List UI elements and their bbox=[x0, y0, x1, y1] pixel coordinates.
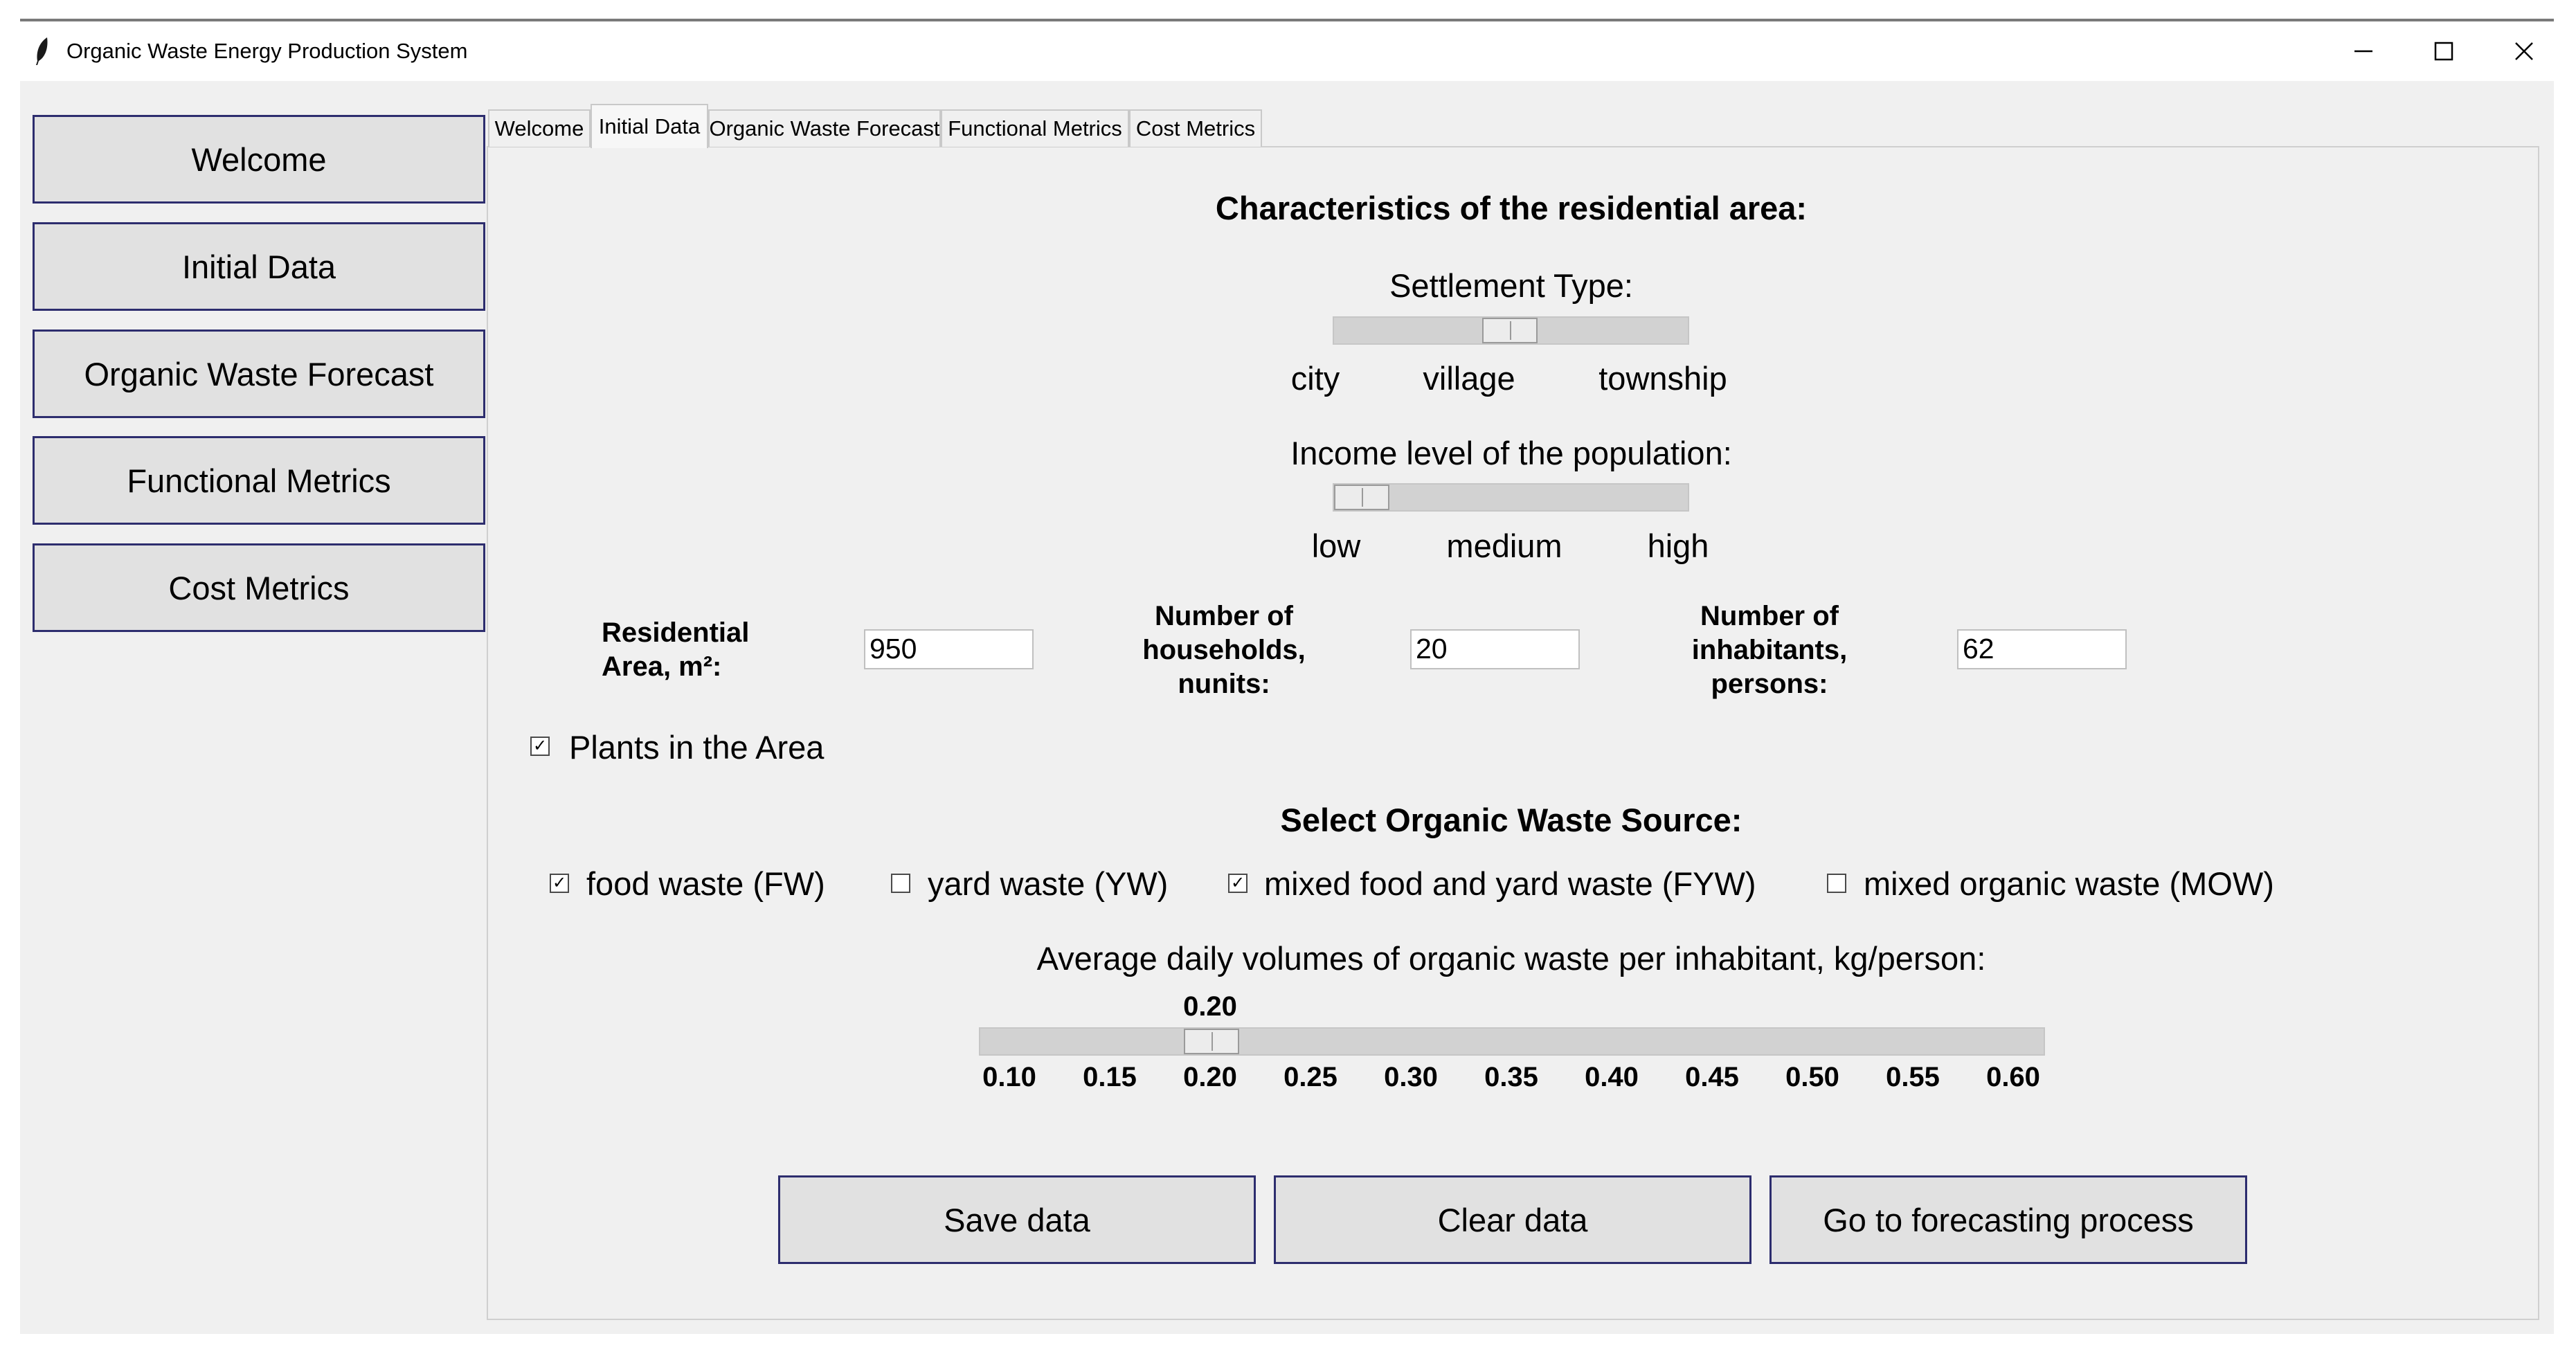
sidebar-item-functional-metrics[interactable]: Functional Metrics bbox=[33, 436, 485, 525]
daily-volume-tick-label: 0.35 bbox=[1484, 1062, 1538, 1092]
maximize-button[interactable] bbox=[2404, 21, 2484, 81]
daily-volume-tick-label: 0.40 bbox=[1585, 1062, 1639, 1092]
daily-volume-tick-label: 0.30 bbox=[1384, 1062, 1438, 1092]
daily-volume-tick-label: 0.45 bbox=[1685, 1062, 1739, 1092]
minimize-button[interactable] bbox=[2323, 21, 2404, 81]
daily-volume-tick-label: 0.50 bbox=[1785, 1062, 1839, 1092]
food-waste-label[interactable]: food waste (FW) bbox=[586, 865, 825, 902]
income-level-label: Income level of the population: bbox=[1290, 435, 1732, 471]
settlement-option-city: city bbox=[1290, 360, 1340, 397]
close-icon bbox=[2515, 42, 2533, 60]
households-input[interactable]: 20 bbox=[1410, 629, 1580, 669]
daily-volume-slider[interactable] bbox=[979, 1027, 2045, 1056]
inhabitants-label: Number of inhabitants, persons: bbox=[1691, 601, 1848, 699]
daily-volume-label: Average daily volumes of organic waste p… bbox=[1036, 940, 1986, 977]
daily-volume-tick-label: 0.25 bbox=[1284, 1062, 1337, 1092]
minimize-icon bbox=[2354, 50, 2372, 53]
daily-volume-tick-label: 0.55 bbox=[1886, 1062, 1940, 1092]
tab-cost-metrics[interactable]: Cost Metrics bbox=[1129, 109, 1262, 147]
sidebar-item-initial-data[interactable]: Initial Data bbox=[33, 222, 485, 311]
residential-area-input[interactable]: 950 bbox=[864, 629, 1034, 669]
mixed-organic-waste-checkbox[interactable] bbox=[1827, 874, 1846, 893]
sidebar-item-welcome[interactable]: Welcome bbox=[33, 115, 485, 204]
income-level-slider[interactable] bbox=[1333, 483, 1689, 512]
maximize-icon bbox=[2434, 42, 2453, 61]
sidebar-item-cost-metrics[interactable]: Cost Metrics bbox=[33, 543, 485, 632]
mixed-food-yard-waste-label[interactable]: mixed food and yard waste (FYW) bbox=[1264, 865, 1756, 902]
income-option-medium: medium bbox=[1446, 527, 1562, 564]
food-waste-checkbox[interactable]: ✓ bbox=[550, 874, 569, 893]
title-bar[interactable] bbox=[20, 21, 2554, 81]
feather-icon bbox=[36, 37, 48, 65]
income-option-low: low bbox=[1311, 527, 1361, 564]
residential-area-label: Residential Area, m²: bbox=[602, 617, 750, 682]
go-to-forecasting-button[interactable]: Go to forecasting process bbox=[1769, 1175, 2247, 1264]
daily-volume-tick-label: 0.15 bbox=[1083, 1062, 1137, 1092]
save-data-button[interactable]: Save data bbox=[778, 1175, 1256, 1264]
income-slider-thumb[interactable] bbox=[1334, 485, 1389, 510]
plants-checkbox[interactable]: ✓ bbox=[530, 737, 550, 756]
sidebar-item-organic-waste-forecast[interactable]: Organic Waste Forecast bbox=[33, 330, 485, 418]
inhabitants-input[interactable]: 62 bbox=[1957, 629, 2127, 669]
settlement-type-slider[interactable] bbox=[1333, 316, 1689, 345]
tab-initial-data[interactable]: Initial Data bbox=[591, 104, 708, 148]
residential-heading: Characteristics of the residential area: bbox=[1215, 190, 1808, 226]
close-button[interactable] bbox=[2484, 21, 2564, 81]
plants-label[interactable]: Plants in the Area bbox=[569, 729, 825, 766]
income-option-high: high bbox=[1647, 527, 1709, 564]
settlement-option-village: village bbox=[1423, 360, 1515, 397]
daily-volume-tick-label: 0.10 bbox=[982, 1062, 1036, 1092]
daily-volume-value: 0.20 bbox=[1183, 991, 1237, 1022]
yard-waste-label[interactable]: yard waste (YW) bbox=[928, 865, 1169, 902]
settlement-slider-thumb[interactable] bbox=[1482, 318, 1538, 343]
mixed-organic-waste-label[interactable]: mixed organic waste (MOW) bbox=[1864, 865, 2274, 902]
yard-waste-checkbox[interactable] bbox=[891, 874, 910, 893]
settlement-option-township: township bbox=[1598, 360, 1727, 397]
tab-functional-metrics[interactable]: Functional Metrics bbox=[941, 109, 1129, 147]
tab-organic-waste-forecast[interactable]: Organic Waste Forecast bbox=[708, 109, 941, 147]
tab-welcome[interactable]: Welcome bbox=[488, 109, 591, 147]
window-title: Organic Waste Energy Production System bbox=[66, 39, 468, 63]
daily-volume-tick-label: 0.20 bbox=[1183, 1062, 1237, 1092]
waste-source-heading: Select Organic Waste Source: bbox=[1280, 802, 1742, 838]
initial-data-panel bbox=[487, 146, 2539, 1320]
daily-volume-slider-thumb[interactable] bbox=[1184, 1029, 1239, 1054]
households-label: Number of households, nunits: bbox=[1142, 601, 1306, 699]
settlement-type-label: Settlement Type: bbox=[1389, 267, 1633, 304]
mixed-food-yard-waste-checkbox[interactable]: ✓ bbox=[1228, 874, 1248, 893]
daily-volume-tick-label: 0.60 bbox=[1986, 1062, 2040, 1092]
clear-data-button[interactable]: Clear data bbox=[1274, 1175, 1751, 1264]
